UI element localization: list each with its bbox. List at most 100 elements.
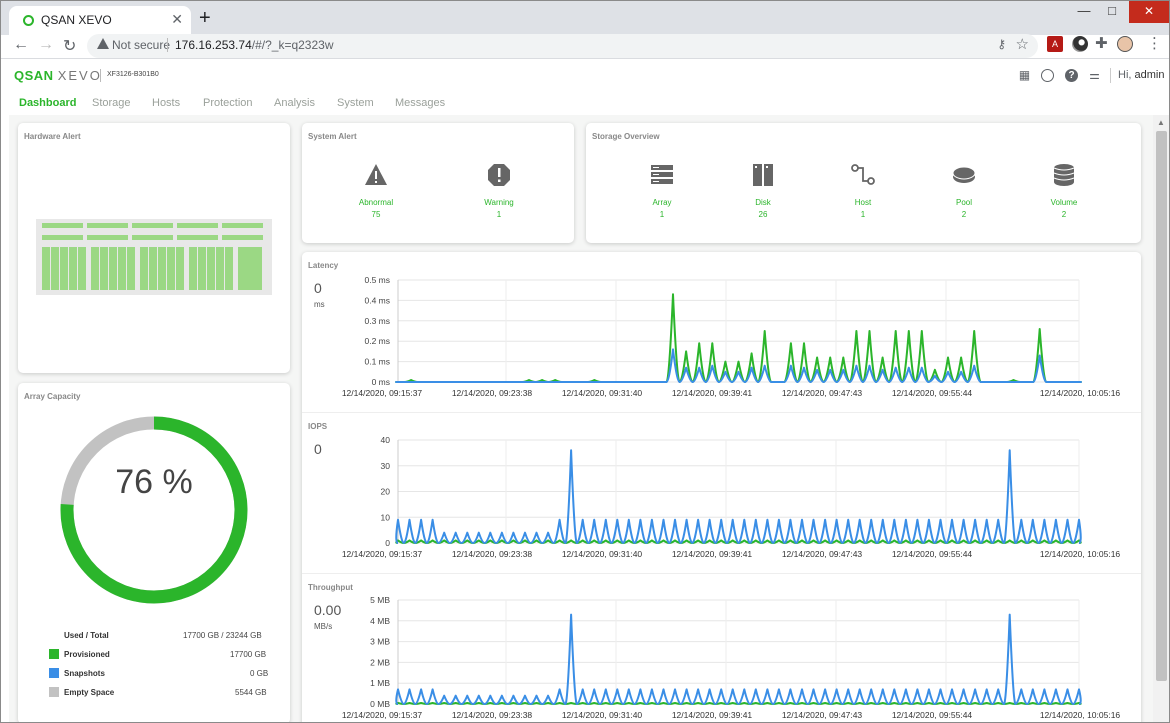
chart-divider <box>302 412 1141 413</box>
disk-slot <box>158 247 166 290</box>
grid-view-icon[interactable]: ▦ <box>1018 68 1031 82</box>
capacity-donut-chart <box>60 416 248 604</box>
series-line-blue <box>395 613 1082 705</box>
help-icon[interactable]: ? <box>1065 69 1078 82</box>
x-tick-label: 12/14/2020, 09:55:44 <box>892 549 973 559</box>
minimize-button[interactable]: — <box>1077 3 1091 18</box>
tab-strip: QSAN XEVO ✕ + — □ ✕ <box>1 1 1169 35</box>
provisioned-label: Provisioned <box>64 650 110 659</box>
throughput-title: Throughput <box>308 583 353 592</box>
y-tick-label: 40 <box>381 435 391 445</box>
nav-analysis[interactable]: Analysis <box>274 97 315 109</box>
storage-overview-title: Storage Overview <box>592 132 660 141</box>
nav-messages[interactable]: Messages <box>395 97 446 109</box>
x-tick-label: 12/14/2020, 09:31:40 <box>562 388 643 398</box>
reload-icon[interactable]: ↻ <box>63 38 77 55</box>
system-alert-title: System Alert <box>308 132 357 141</box>
throughput-chart[interactable]: 0 MB 1 MB 2 MB 3 MB 4 MB 5 MB 12/14/2020, 09:1… <box>302 574 1141 723</box>
disk-slot <box>100 247 108 290</box>
iops-chart[interactable]: 0 10 20 30 40 12/14/2020, 09:15:37 12/14/2020,… <box>302 413 1141 573</box>
enclosure-bay-bar <box>132 223 173 228</box>
logo-divider <box>100 69 101 82</box>
disk-slot <box>140 247 148 290</box>
profile-avatar[interactable] <box>1117 36 1133 52</box>
bookmark-star-icon[interactable]: ☆ <box>1015 36 1029 53</box>
storage-overview-card: Storage Overview Array 1 Disk 26 Host 1 … <box>586 123 1141 243</box>
extensions-puzzle-icon[interactable]: ✚ <box>1095 35 1108 52</box>
provisioned-value: 17700 GB <box>230 650 267 659</box>
maximize-button[interactable]: □ <box>1108 3 1116 18</box>
nav-system[interactable]: System <box>337 97 374 109</box>
pdf-extension-icon[interactable]: A <box>1047 36 1063 52</box>
overview-disk[interactable]: Disk 26 <box>723 163 803 219</box>
enclosure-bay-bar <box>177 223 218 228</box>
x-tick-label: 12/14/2020, 09:31:40 <box>562 549 643 559</box>
latency-chart[interactable]: 0 ms 0.1 ms 0.2 ms 0.3 ms 0.4 ms 0.5 ms 12/14/… <box>302 252 1141 412</box>
qsan-favicon-icon <box>23 15 34 26</box>
x-tick-label: 12/14/2020, 09:47:43 <box>782 710 863 720</box>
empty-space-swatch <box>49 687 59 697</box>
scrollbar-thumb[interactable] <box>1156 131 1167 681</box>
x-tick-label: 12/14/2020, 10:05:16 <box>1040 710 1121 720</box>
qsan-logo[interactable]: QSAN XEVO <box>14 68 102 83</box>
new-tab-button[interactable]: + <box>199 7 211 29</box>
provisioned-swatch <box>49 649 59 659</box>
latency-title: Latency <box>308 261 339 270</box>
enclosure-illustration[interactable] <box>36 219 272 295</box>
close-window-button[interactable]: ✕ <box>1129 1 1169 23</box>
y-tick-label: 0 ms <box>372 377 390 387</box>
array-count: 1 <box>659 210 665 219</box>
nav-dashboard[interactable]: Dashboard <box>19 97 77 109</box>
used-total-label: Used / Total <box>64 631 109 640</box>
address-divider <box>167 38 168 52</box>
enclosure-bay-bar <box>222 235 263 240</box>
url-path: /#/?_k=q2323w <box>251 38 334 52</box>
array-icon <box>651 165 673 184</box>
user-greeting[interactable]: Hi, admin <box>1118 69 1164 81</box>
overview-pool[interactable]: Pool 2 <box>924 163 1004 219</box>
record-extension-icon[interactable] <box>1072 36 1088 52</box>
browser-menu-icon[interactable]: ⋮ <box>1147 35 1162 52</box>
password-key-icon[interactable]: ⚷ <box>997 37 1006 51</box>
nav-hosts[interactable]: Hosts <box>152 97 181 109</box>
forward-arrow-icon[interactable]: → <box>38 36 54 53</box>
user-name: admin <box>1134 69 1165 81</box>
abnormal-alert[interactable]: Abnormal 75 <box>336 163 416 219</box>
page-scrollbar[interactable]: ▲ <box>1153 115 1169 722</box>
warning-alert[interactable]: Warning 1 <box>459 163 539 219</box>
address-bar[interactable]: Not secure 176.16.253.74/#/?_k=q2323w ⚷ … <box>87 34 1038 58</box>
browser-tab[interactable]: QSAN XEVO ✕ <box>9 6 191 35</box>
array-label: Array <box>652 198 672 207</box>
capacity-percent: 76 % <box>115 463 193 501</box>
nav-protection[interactable]: Protection <box>203 97 253 109</box>
logo-sub: XEVO <box>57 68 102 83</box>
x-tick-label: 12/14/2020, 09:23:38 <box>452 710 533 720</box>
performance-card: Latency 0 ms 0 ms 0.1 ms 0.2 ms 0.3 ms 0.4 m… <box>302 252 1141 723</box>
enclosure-bay-bar <box>177 235 218 240</box>
not-secure-label: Not secure <box>112 38 171 52</box>
overview-host[interactable]: Host 1 <box>823 163 903 219</box>
scroll-up-arrow-icon[interactable]: ▲ <box>1157 118 1165 127</box>
back-arrow-icon[interactable]: ← <box>13 36 29 53</box>
browser-toolbar: ← → ↻ Not secure 176.16.253.74/#/?_k=q23… <box>1 34 1169 59</box>
disk-slot <box>207 247 215 290</box>
x-tick-label: 12/14/2020, 09:15:37 <box>342 388 423 398</box>
series-line-blue <box>395 449 1082 544</box>
empty-space-value: 5544 GB <box>235 688 267 697</box>
disk-slot <box>78 247 86 290</box>
network-icon[interactable]: ⚌ <box>1089 68 1100 82</box>
disk-icon <box>753 164 773 186</box>
globe-icon[interactable] <box>1041 69 1054 82</box>
enclosure-bay-bar <box>87 235 128 240</box>
abnormal-label: Abnormal <box>358 198 394 207</box>
volume-icon <box>1053 164 1075 186</box>
nav-storage[interactable]: Storage <box>92 97 131 109</box>
y-tick-label: 20 <box>381 487 391 497</box>
tab-close-icon[interactable]: ✕ <box>171 11 183 27</box>
overview-array[interactable]: Array 1 <box>622 163 702 219</box>
x-tick-label: 12/14/2020, 09:23:38 <box>452 388 533 398</box>
array-capacity-title: Array Capacity <box>24 392 81 401</box>
empty-space-label: Empty Space <box>64 688 115 697</box>
disk-slot <box>225 247 233 290</box>
overview-volume[interactable]: Volume 2 <box>1024 163 1104 219</box>
